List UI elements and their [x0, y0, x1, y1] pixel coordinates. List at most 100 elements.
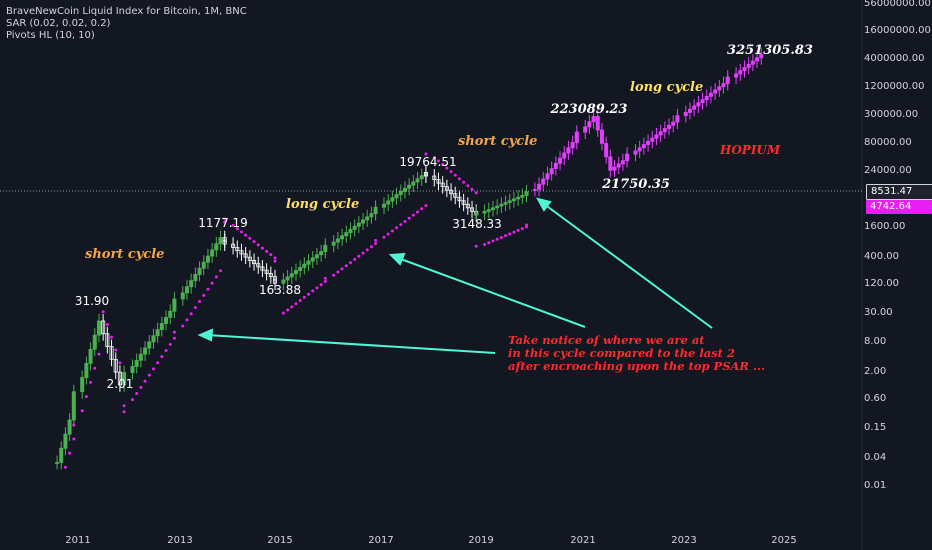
sar-value-badge: 4742.64: [866, 200, 932, 214]
candle-body: [243, 253, 248, 258]
candle-body: [746, 63, 751, 68]
candle-body: [319, 251, 324, 256]
candle-body: [302, 263, 307, 268]
candle-body: [235, 247, 240, 252]
note-line: in this cycle compared to the last 2: [508, 346, 735, 360]
candle-body: [201, 261, 206, 269]
candle-body: [298, 266, 303, 271]
sar-dot: [286, 308, 290, 312]
candle-body: [734, 73, 739, 78]
sar-dot: [470, 187, 474, 191]
candle-body: [193, 274, 198, 281]
sar-dot: [508, 232, 512, 236]
candle-body: [591, 116, 596, 123]
candle-body: [641, 144, 646, 149]
candle-body: [281, 279, 286, 284]
candle-body: [566, 147, 571, 154]
candle-body: [637, 147, 642, 152]
note-line: after encroaching upon the top PSAR ...: [508, 359, 765, 373]
sar-dot: [382, 235, 386, 239]
candle-body: [310, 257, 315, 262]
sar-dot: [122, 404, 126, 408]
time-tick: 2013: [167, 535, 193, 546]
price-tick: 56000000.00: [864, 0, 931, 9]
sar-dot: [365, 248, 369, 252]
sar-dot: [457, 177, 461, 181]
candle-body: [474, 212, 479, 216]
projection-candles: [532, 47, 764, 197]
candle-body: [268, 273, 273, 278]
candle-body: [122, 372, 127, 380]
sar-dot: [315, 286, 319, 290]
sar-dot: [265, 249, 269, 253]
candle-body: [432, 175, 437, 180]
candle-body: [117, 371, 122, 386]
price-candles: [55, 165, 529, 470]
arrow-2020: [536, 197, 713, 329]
sar-dot: [357, 254, 361, 258]
candle-body: [537, 183, 542, 190]
sar-dot: [231, 223, 235, 227]
sar-dot: [110, 335, 114, 339]
candle-body: [503, 202, 508, 205]
candle-body: [80, 377, 85, 393]
sar-dot: [281, 311, 285, 315]
price-tick: 1600.00: [864, 221, 906, 232]
candle-body: [436, 179, 441, 184]
sar-dot: [453, 173, 457, 177]
candle-body: [470, 207, 475, 212]
sar-dot: [273, 256, 277, 260]
sar-dot: [198, 299, 202, 303]
price-tick: 8.00: [864, 336, 887, 347]
sar-dot: [307, 292, 311, 296]
candle-body: [151, 335, 156, 343]
sar-dot: [348, 261, 352, 265]
sar-dot: [499, 235, 503, 239]
candle-body: [109, 346, 114, 360]
price-tick: 0.04: [864, 452, 887, 463]
sar-dot: [260, 246, 264, 250]
candle-body: [411, 181, 416, 186]
sar-dot: [516, 228, 520, 232]
candle-body: [646, 140, 651, 145]
sar-dot: [93, 366, 97, 370]
sar-dot: [89, 380, 93, 384]
candle-body: [717, 86, 722, 91]
sar-dot: [374, 238, 378, 242]
sar-dot: [399, 223, 403, 227]
arrow-2014: [197, 328, 496, 354]
sar-dot: [432, 155, 436, 159]
candle-body: [549, 168, 554, 175]
sar-dot: [390, 229, 394, 233]
candle-body: [323, 244, 328, 249]
sar-dot: [294, 302, 298, 306]
candle-body: [239, 250, 244, 255]
candle-body: [285, 276, 290, 281]
sar-dot: [445, 166, 449, 170]
sar-dots: [63, 152, 529, 469]
sar-dot: [143, 379, 147, 383]
sar-dot: [130, 398, 134, 402]
candle-body: [516, 196, 521, 200]
candle-body: [570, 142, 575, 149]
candle-body: [189, 280, 194, 288]
candle-body: [293, 270, 298, 275]
candle-body: [574, 131, 579, 138]
pivot-high-label: 31.90: [74, 294, 110, 308]
legend-pivots: Pivots HL (10, 10): [6, 30, 95, 41]
candle-body: [71, 391, 76, 407]
candle-body: [750, 60, 755, 65]
sar-dot: [168, 342, 172, 346]
sar-dot: [424, 152, 428, 156]
candle-body: [264, 269, 269, 274]
sar-dot: [206, 287, 210, 291]
candle-body: [461, 200, 466, 205]
sar-dot: [441, 163, 445, 167]
candle-body: [159, 323, 164, 331]
candle-body: [63, 433, 68, 449]
candle-body: [608, 156, 613, 171]
sar-dot: [273, 259, 277, 263]
sar-dot: [114, 348, 118, 352]
candle-body: [155, 329, 160, 337]
